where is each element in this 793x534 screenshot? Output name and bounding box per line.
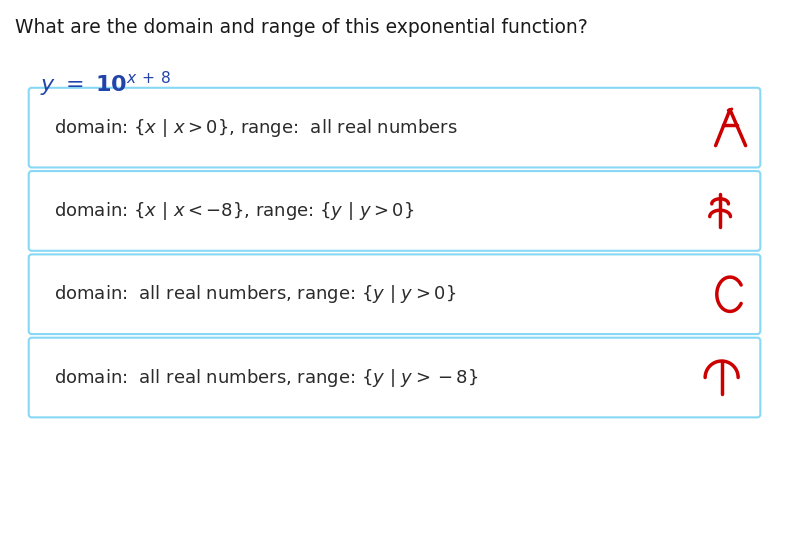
Text: domain: $\{x\ |\ x < -8\}$, range: $\{y\ |\ y > 0\}$: domain: $\{x\ |\ x < -8\}$, range: $\{y\… <box>54 200 414 222</box>
FancyBboxPatch shape <box>29 88 760 168</box>
FancyBboxPatch shape <box>29 337 760 418</box>
Text: What are the domain and range of this exponential function?: What are the domain and range of this ex… <box>15 18 588 37</box>
FancyBboxPatch shape <box>29 171 760 251</box>
Text: $y\ =\ \mathbf{10}^{x\,+\,8}$: $y\ =\ \mathbf{10}^{x\,+\,8}$ <box>40 70 170 99</box>
Text: domain: $\{x\ |\ x > 0\}$, range:  all real numbers: domain: $\{x\ |\ x > 0\}$, range: all re… <box>54 116 458 139</box>
FancyBboxPatch shape <box>29 254 760 334</box>
Text: domain:  all real numbers, range: $\{y\ |\ y > 0\}$: domain: all real numbers, range: $\{y\ |… <box>54 283 456 305</box>
Text: domain:  all real numbers, range: $\{y\ |\ y > -8\}$: domain: all real numbers, range: $\{y\ |… <box>54 366 478 389</box>
